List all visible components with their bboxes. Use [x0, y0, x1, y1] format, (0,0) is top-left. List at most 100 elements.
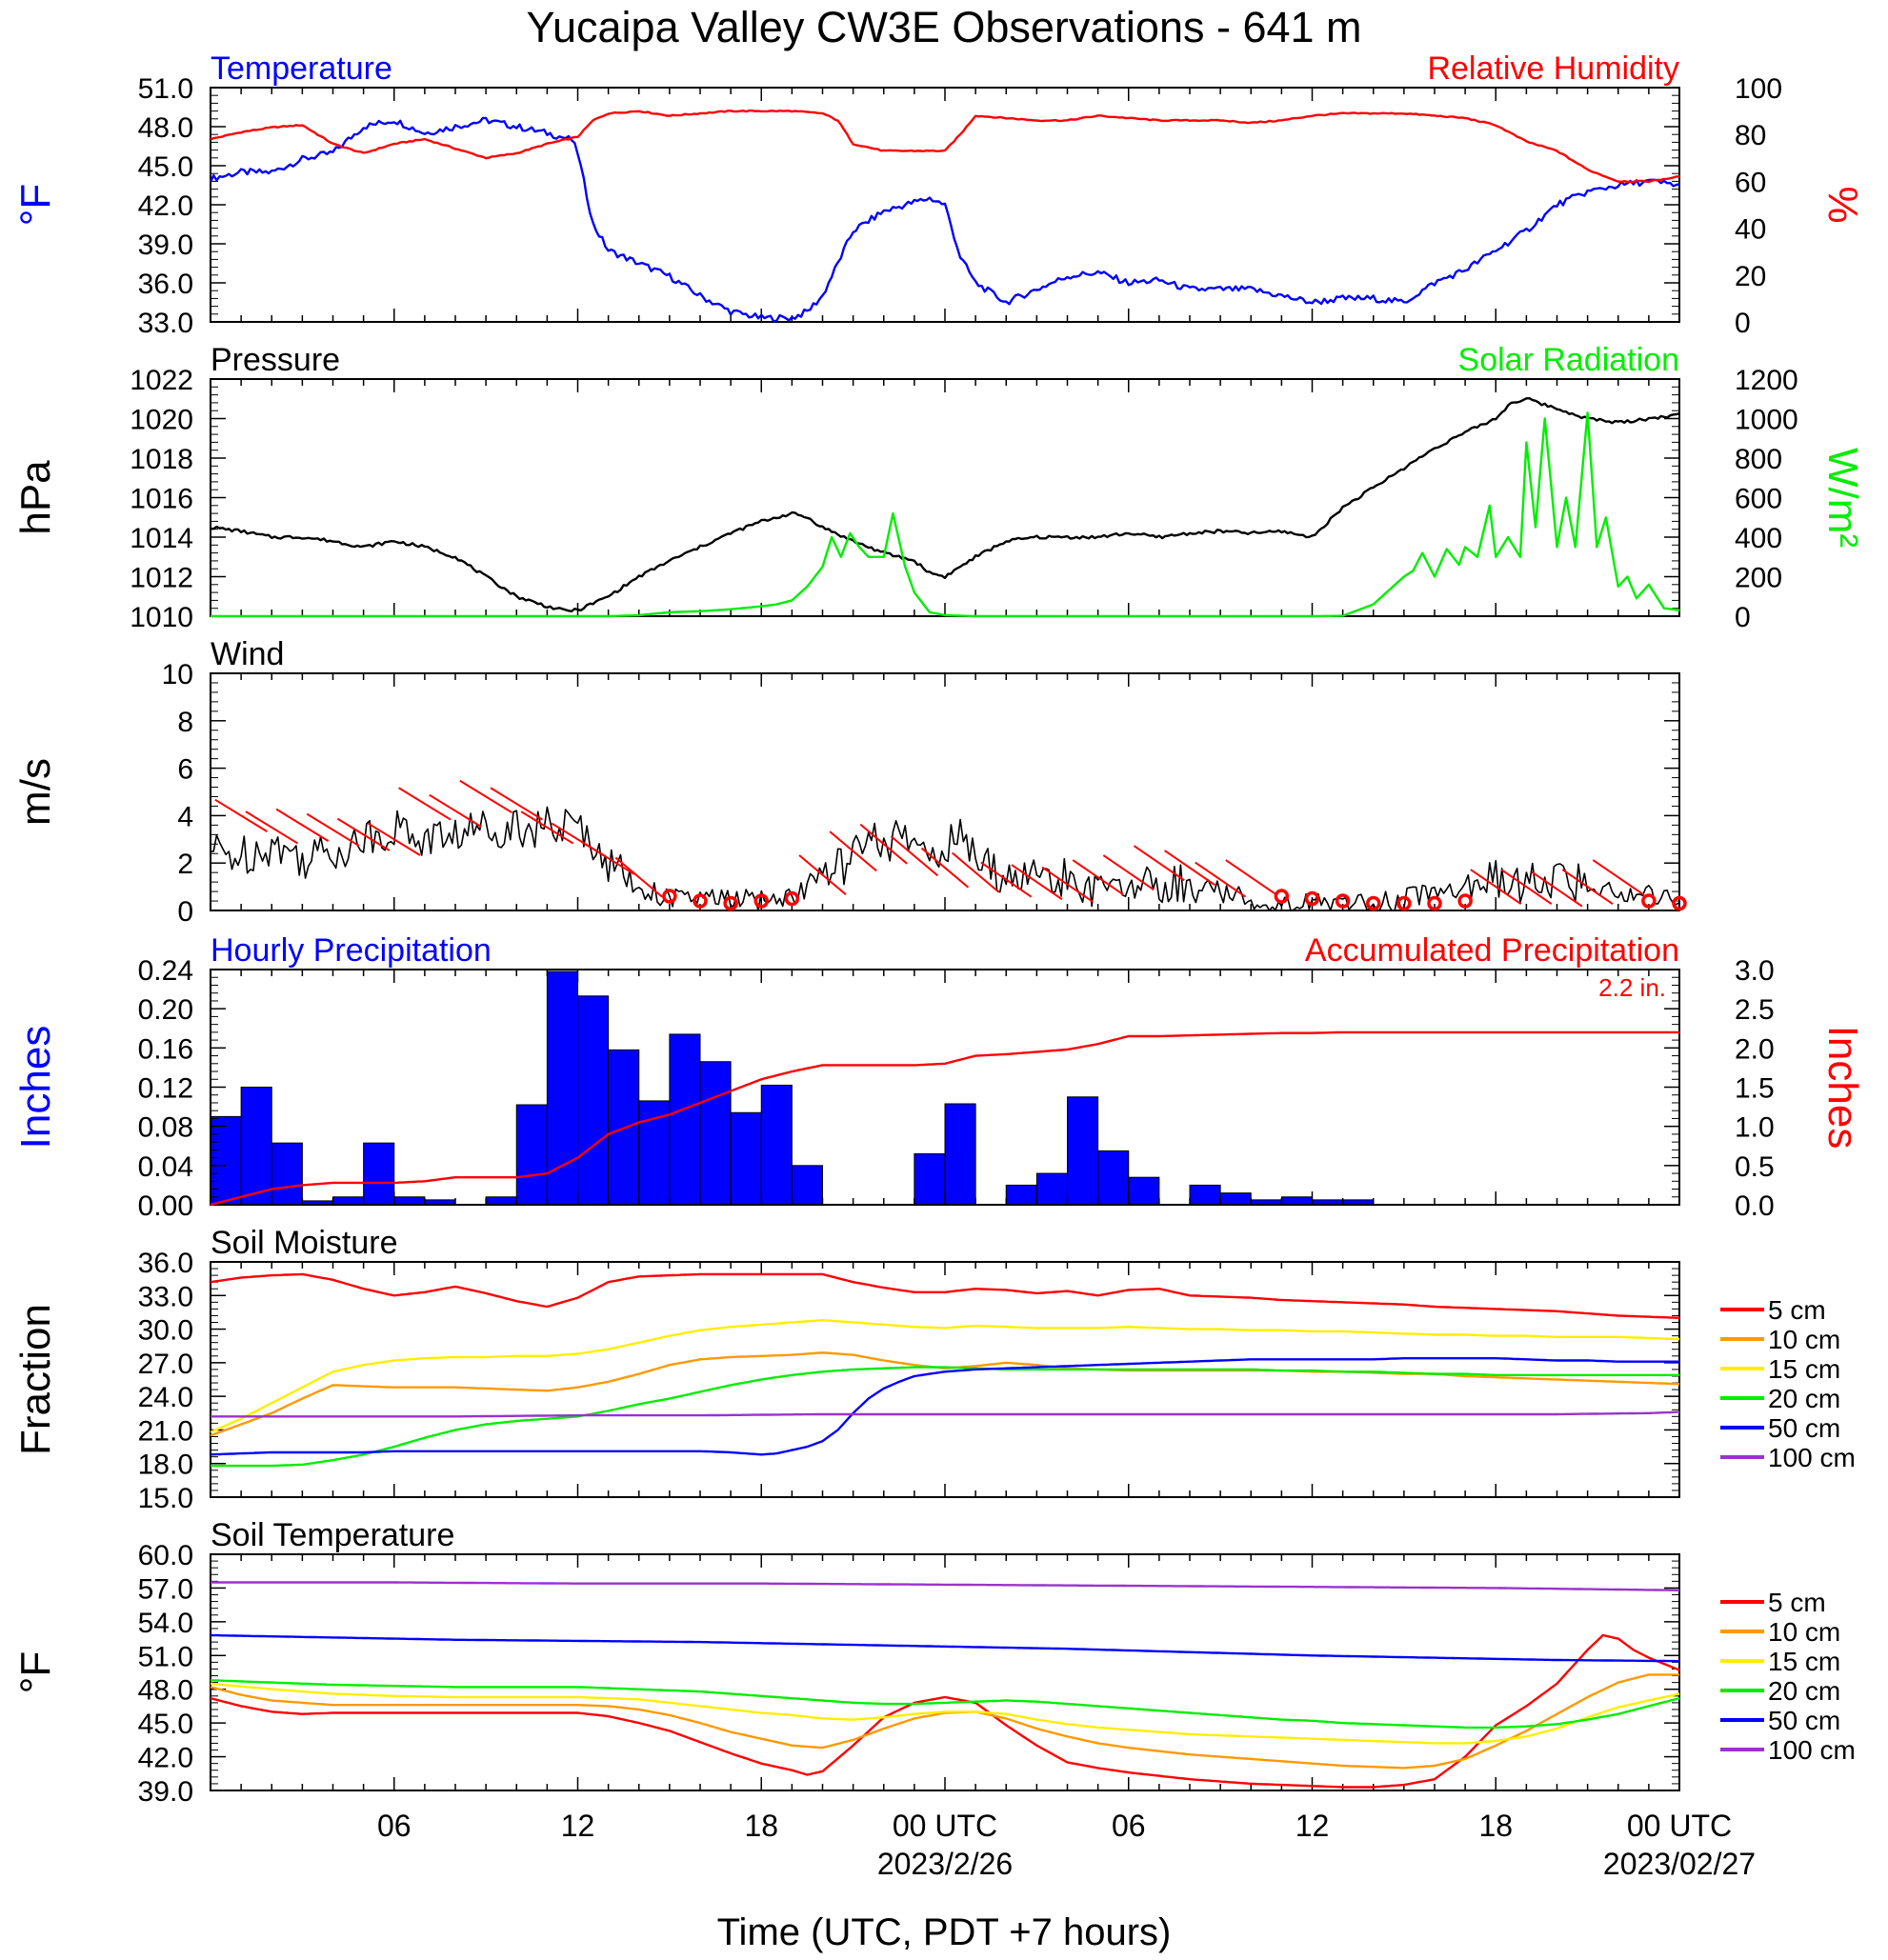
wind-barb [1561, 869, 1614, 905]
y-tick-label-left: 39.0 [138, 1776, 193, 1808]
y-tick-label-right: 0 [1735, 308, 1751, 339]
x-tick-label: 12 [1295, 1809, 1330, 1843]
panel-soilt: 39.042.045.048.051.054.057.060.0 Soil Tem… [12, 1517, 1856, 1808]
panel-frame [210, 672, 1680, 911]
wind-barb [1225, 859, 1277, 896]
precip-bar [791, 1165, 823, 1206]
y-tick-label-right: 400 [1735, 523, 1782, 554]
time-axis: 06 12 18 00 UTC 2023/2/26 06 12 18 00 UTC 2023/02… [377, 1809, 1756, 1881]
legend-label: 10 cm [1768, 1617, 1840, 1647]
series-line [210, 1351, 1680, 1437]
precip-bar [363, 1142, 395, 1206]
wind-calm-marker [1366, 895, 1381, 911]
x-tick-label: 06 [377, 1809, 412, 1843]
wind-barb [1102, 854, 1155, 891]
panel-title-left: Temperature [211, 50, 392, 87]
series-line [210, 1030, 1679, 1207]
wind-calm-marker [784, 890, 800, 907]
legend-label: 100 cm [1768, 1443, 1856, 1472]
y-tick-label-left: 18.0 [138, 1450, 193, 1481]
y-tick-label-left: 0.12 [138, 1073, 193, 1105]
y-tick-label-left: 15.0 [138, 1483, 193, 1514]
y-tick-label-right: 600 [1735, 484, 1782, 515]
y-tick-label-left: 1016 [130, 484, 193, 515]
wind-calm-marker [1427, 895, 1442, 911]
wind-barb [1011, 864, 1063, 901]
y-tick-label-right: 0 [1735, 602, 1751, 633]
y-tick-label-left: 1010 [130, 602, 193, 633]
y-tick-label-left: 51.0 [138, 1641, 193, 1672]
series-line [210, 1682, 1680, 1745]
wind-calm-marker [1396, 895, 1412, 911]
y-tick-label-left: 0 [177, 896, 193, 928]
precip-bar [944, 1103, 976, 1206]
y-tick-label-left: 0.20 [138, 994, 193, 1026]
panel-frame [210, 1553, 1680, 1791]
precip-bar [1035, 1172, 1068, 1206]
precip-bar [1280, 1196, 1313, 1206]
series-line [210, 109, 1680, 184]
accum-total-label: 2.2 in. [1598, 973, 1666, 1002]
legend-label: 100 cm [1768, 1735, 1856, 1765]
y-axis-label-right: W/m² [1819, 448, 1866, 548]
wind-calm-marker [662, 889, 677, 904]
x-tick-label: 06 [1112, 1809, 1146, 1843]
y-tick-label-left: 39.0 [138, 230, 193, 261]
y-tick-label-left: 57.0 [138, 1573, 193, 1605]
y-tick-label-right: 0.5 [1735, 1151, 1775, 1183]
y-tick-label-left: 36.0 [138, 1248, 193, 1279]
wind-barb [798, 854, 847, 896]
y-tick-label-left: 48.0 [138, 112, 193, 144]
y-tick-label-left: 48.0 [138, 1675, 193, 1707]
wind-barb [429, 793, 482, 828]
wind-barb [829, 830, 877, 872]
panel-precip: 0.00 0.04 0.08 0.12 0.16 0.20 0.24 0.0 0.5 1.0 1.5… [12, 932, 1866, 1222]
figure-title: Yucaipa Valley CW3E Observations - 641 m [526, 3, 1361, 51]
y-axis-label-left: hPa [12, 460, 59, 535]
y-tick-label-left: 0.00 [138, 1190, 193, 1222]
panel-title-left: Soil Moisture [211, 1225, 398, 1261]
wind-barb [245, 810, 299, 845]
precip-bar [699, 1061, 732, 1206]
y-tick-label-left: 8 [177, 707, 193, 738]
precip-bar [638, 1100, 671, 1206]
y-tick-label-right: 100 [1735, 73, 1782, 105]
y-tick-label-left: 0.04 [138, 1151, 193, 1183]
wind-barb [490, 787, 544, 821]
series-line [210, 1673, 1679, 1770]
precip-bar [1097, 1150, 1130, 1206]
wind-barb [614, 856, 663, 898]
precip-bar [914, 1152, 946, 1206]
y-tick-label-left: 42.0 [138, 190, 193, 222]
series-line [210, 397, 1680, 612]
y-tick-label-right: 80 [1735, 120, 1766, 151]
panel-pressure: 1010 1012 1014 1016 1018 1020 1022 0 200 400 600 80… [12, 342, 1866, 633]
y-tick-label-right: 3.0 [1735, 955, 1775, 987]
y-tick-label-right: 800 [1735, 444, 1782, 475]
y-tick-label-right: 20 [1735, 261, 1766, 292]
wind-calm-marker [1672, 895, 1687, 911]
precip-bar [332, 1196, 365, 1206]
y-tick-label-right: 60 [1735, 167, 1766, 198]
wind-barb [1072, 859, 1124, 896]
y-tick-label-right: 2.0 [1735, 1033, 1775, 1065]
series-line [209, 116, 1680, 323]
wind-calm-marker [1641, 893, 1657, 909]
wind-barb [398, 787, 452, 821]
wind-barb [520, 810, 574, 845]
wind-barb [214, 798, 268, 832]
panel-wind: 0 2 4 6 8 10 Wind m/s [12, 636, 1687, 928]
y-tick-label-right: 0.0 [1735, 1190, 1775, 1222]
precip-bar [577, 995, 610, 1206]
y-tick-label-right: 2.5 [1735, 994, 1775, 1026]
legend-label: 20 cm [1768, 1384, 1840, 1413]
precip-bar [1067, 1096, 1099, 1206]
precip-bar [485, 1196, 517, 1206]
y-tick-label-left: 21.0 [138, 1415, 193, 1447]
panel-title-right: Accumulated Precipitation [1305, 932, 1679, 969]
x-tick-label: 00 UTC [1627, 1809, 1732, 1843]
precip-bar [1189, 1184, 1221, 1206]
wind-calm-marker [1274, 889, 1290, 904]
series-line [211, 1410, 1680, 1418]
